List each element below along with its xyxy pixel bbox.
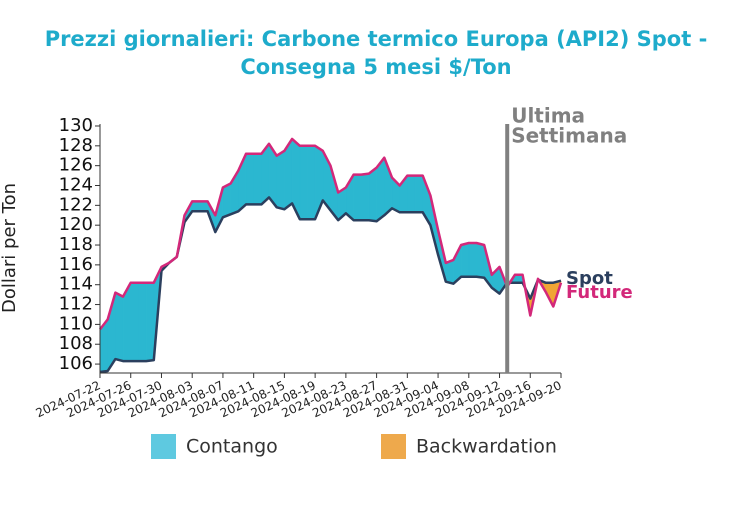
y-tick-label: 114 <box>59 274 93 295</box>
annotation-text: Ultima <box>511 104 585 128</box>
y-tick-label: 130 <box>59 115 93 136</box>
contango-area <box>353 174 362 221</box>
contango-area <box>199 201 208 212</box>
contango-area <box>299 145 308 220</box>
y-axis-label: Dollari per Ton <box>0 183 20 313</box>
y-tick-label: 122 <box>59 194 93 215</box>
annotation-text: Settimana <box>511 124 627 148</box>
contango-area <box>138 282 147 362</box>
y-tick-label: 120 <box>59 214 93 235</box>
y-tick-label: 116 <box>59 254 93 275</box>
y-tick-label: 118 <box>59 234 93 255</box>
contango-area <box>115 292 124 362</box>
series-label: Future <box>566 282 633 303</box>
series-line <box>99 137 563 331</box>
y-tick-label: 108 <box>59 333 93 354</box>
contango-area <box>368 167 377 222</box>
chart-title: Consegna 5 mesi $/Ton <box>240 55 511 79</box>
contango-area <box>407 175 416 213</box>
series-label: Spot <box>566 268 613 289</box>
contango-area <box>222 183 231 218</box>
contango-area <box>245 153 254 205</box>
y-tick-label: 126 <box>59 155 93 176</box>
legend-swatch <box>381 434 406 459</box>
y-tick-label: 128 <box>59 135 93 156</box>
legend-label: Backwardation <box>416 436 557 458</box>
contango-area <box>253 153 262 205</box>
legend-label: Contango <box>186 436 278 458</box>
contango-area <box>460 242 470 278</box>
contango-area <box>360 173 370 221</box>
contango-area <box>276 150 285 210</box>
y-tick-label: 124 <box>59 175 93 196</box>
contango-area <box>414 175 423 213</box>
contango-area <box>468 242 477 278</box>
y-tick-label: 110 <box>59 313 93 334</box>
contango-area <box>191 201 201 212</box>
contango-area <box>476 242 485 279</box>
legend-swatch <box>151 434 176 459</box>
y-tick-label: 106 <box>59 353 93 374</box>
chart-title: Prezzi giornalieri: Carbone termico Euro… <box>45 27 708 51</box>
contango-area <box>130 282 139 362</box>
contango-area <box>145 282 155 362</box>
contango-area <box>307 145 316 220</box>
y-tick-label: 112 <box>59 294 93 315</box>
